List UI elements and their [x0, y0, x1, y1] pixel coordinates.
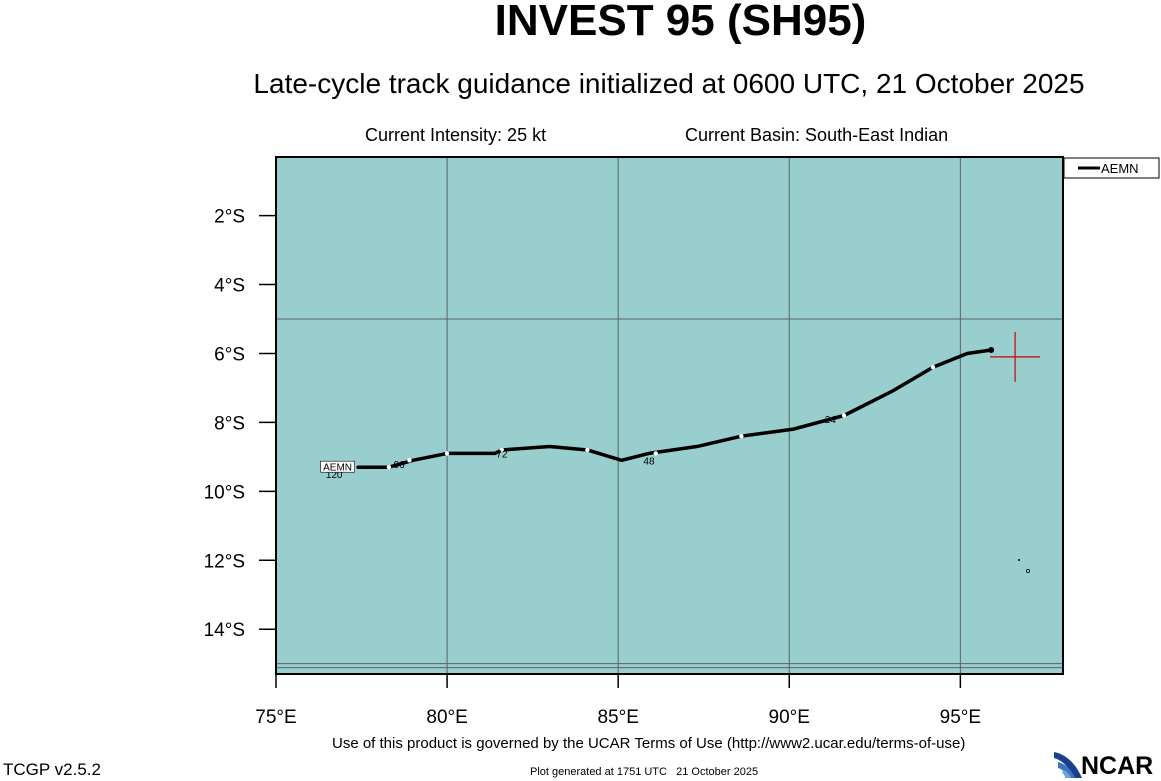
track-marker — [386, 465, 392, 470]
ncar-logo-icon — [1054, 752, 1082, 778]
y-tick-label: 10°S — [204, 482, 245, 503]
chart-subtitle: Late-cycle track guidance initialized at… — [253, 68, 1085, 99]
x-tick-label: 80°E — [426, 707, 467, 728]
track-marker — [499, 447, 505, 453]
forecast-hour-label: 48 — [643, 456, 655, 467]
track-marker — [930, 365, 936, 370]
track-marker — [739, 433, 744, 439]
y-tick-label: 2°S — [214, 207, 245, 228]
track-marker — [585, 447, 590, 453]
x-tick-label: 75°E — [255, 707, 296, 728]
track-end-label-box — [320, 460, 355, 473]
x-tick-label: 90°E — [769, 707, 810, 728]
x-tick-label: 95°E — [940, 707, 981, 728]
forecast-hour-label: 96 — [394, 460, 406, 471]
y-tick-label: 14°S — [204, 620, 245, 641]
ocean-background — [276, 157, 1063, 674]
ncar-logo-text: NCAR — [1081, 752, 1154, 780]
island-markers — [1018, 559, 1031, 574]
track-marker — [653, 451, 659, 456]
track-start-point — [988, 347, 995, 354]
island-dot — [1026, 569, 1031, 574]
legend-label: AEMN — [1101, 161, 1139, 176]
terms-of-use-text: Use of this product is governed by the U… — [332, 735, 966, 752]
track-marker — [407, 458, 412, 463]
current-basin-label: Current Basin: South-East Indian — [685, 125, 949, 145]
track-marker — [444, 451, 450, 456]
island-dot — [1018, 559, 1020, 561]
track-marker — [841, 413, 847, 418]
current-intensity-label: Current Intensity: 25 kt — [365, 125, 547, 145]
y-tick-label: 4°S — [214, 276, 245, 297]
y-tick-label: 12°S — [204, 551, 245, 572]
version-label: TCGP v2.5.2 — [3, 760, 101, 779]
legend: AEMN — [1063, 157, 1160, 179]
legend-box — [1063, 157, 1160, 179]
forecast-hour-label: 72 — [496, 449, 508, 460]
track-end-label: AEMN — [323, 463, 352, 474]
forecast-hour-label: 120 — [326, 470, 343, 481]
forecast-hour-label: 24 — [825, 415, 837, 426]
plot-frame — [275, 156, 1064, 675]
y-tick-label: 6°S — [214, 344, 245, 365]
grid-lines — [276, 157, 1063, 674]
y-tick-label: 8°S — [214, 413, 245, 434]
x-tick-label: 85°E — [597, 707, 638, 728]
axes: 2°S 4°S 6°S 8°S 10°S 12°S 14°S 75°E 80°E 85°E 90°E… — [204, 207, 981, 728]
track-line-aemn — [356, 348, 993, 469]
generated-timestamp: Plot generated at 1751 UTC 21 October 20… — [530, 766, 759, 778]
chart-title: INVEST 95 (SH95) — [494, 0, 867, 45]
